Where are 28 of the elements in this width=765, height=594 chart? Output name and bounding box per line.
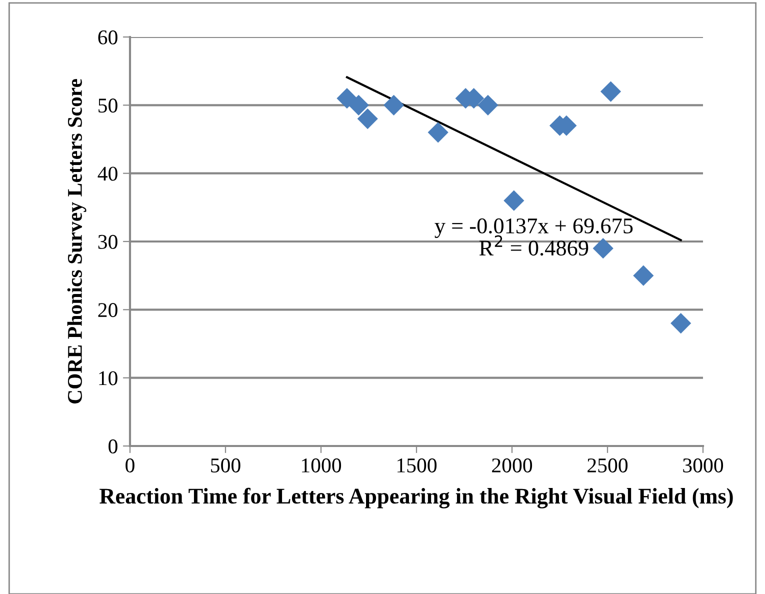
y-axis-title: CORE Phonics Survey Letters Score: [67, 79, 86, 404]
point: [336, 88, 358, 109]
point: [592, 238, 614, 259]
point: [504, 190, 524, 211]
x-axis-title: Reaction Time for Letters Appearing in the Right Visual Field (ms): [100, 488, 733, 508]
x-tick-label: 2000: [492, 458, 532, 472]
x-tick-label: 1500: [398, 458, 437, 472]
y-tick-label: 10: [99, 371, 118, 386]
point: [633, 265, 654, 286]
x-tick-label: 500: [211, 458, 240, 472]
point: [357, 108, 378, 130]
y-tick-label: 50: [98, 98, 118, 113]
y-tick-label: 40: [98, 166, 118, 181]
point: [428, 122, 448, 143]
y-tick-label: 0: [108, 439, 118, 454]
y-tick-label: 30: [98, 234, 118, 249]
y-tick-label: 60: [98, 30, 118, 44]
point: [348, 94, 369, 116]
point: [383, 94, 404, 116]
point: [670, 313, 692, 334]
annotation: y = -0.0137x + 69.675 R$^{2}$ = 0.4869: [434, 218, 633, 256]
x-tick-label: 2500: [588, 458, 628, 472]
y-tick-label: 20: [98, 303, 118, 318]
x-tick-label: 3000: [683, 458, 724, 472]
x-tick-label: 0: [126, 458, 134, 472]
x-tick-label: 1000: [302, 458, 342, 472]
point: [478, 94, 498, 116]
point: [600, 81, 622, 102]
